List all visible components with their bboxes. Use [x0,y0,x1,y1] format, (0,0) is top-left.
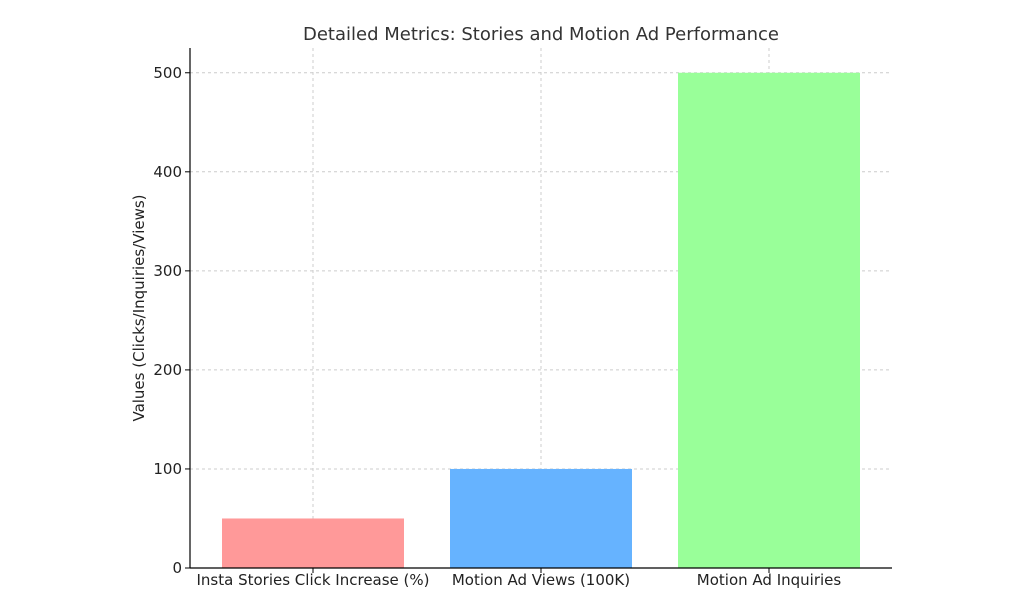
y-tick-label: 0 [172,559,182,577]
x-ticks: Insta Stories Click Increase (%) Motion A… [196,568,841,589]
y-axis-label: Values (Clicks/Inquiries/Views) [130,194,148,421]
y-tick-label: 200 [153,361,182,379]
bars [222,72,860,568]
x-tick-label: Motion Ad Inquiries [697,571,842,589]
y-ticks: 0 100 200 300 400 500 [153,64,190,577]
x-tick-label: Insta Stories Click Increase (%) [196,571,429,589]
y-tick-label: 300 [153,262,182,280]
y-tick-label: 500 [153,64,182,82]
chart-title: Detailed Metrics: Stories and Motion Ad … [303,24,779,45]
bar [222,518,404,568]
y-tick-label: 100 [153,460,182,478]
bar [450,468,632,568]
x-tick-label: Motion Ad Views (100K) [452,571,630,589]
bar [678,72,860,568]
y-tick-label: 400 [153,163,182,181]
